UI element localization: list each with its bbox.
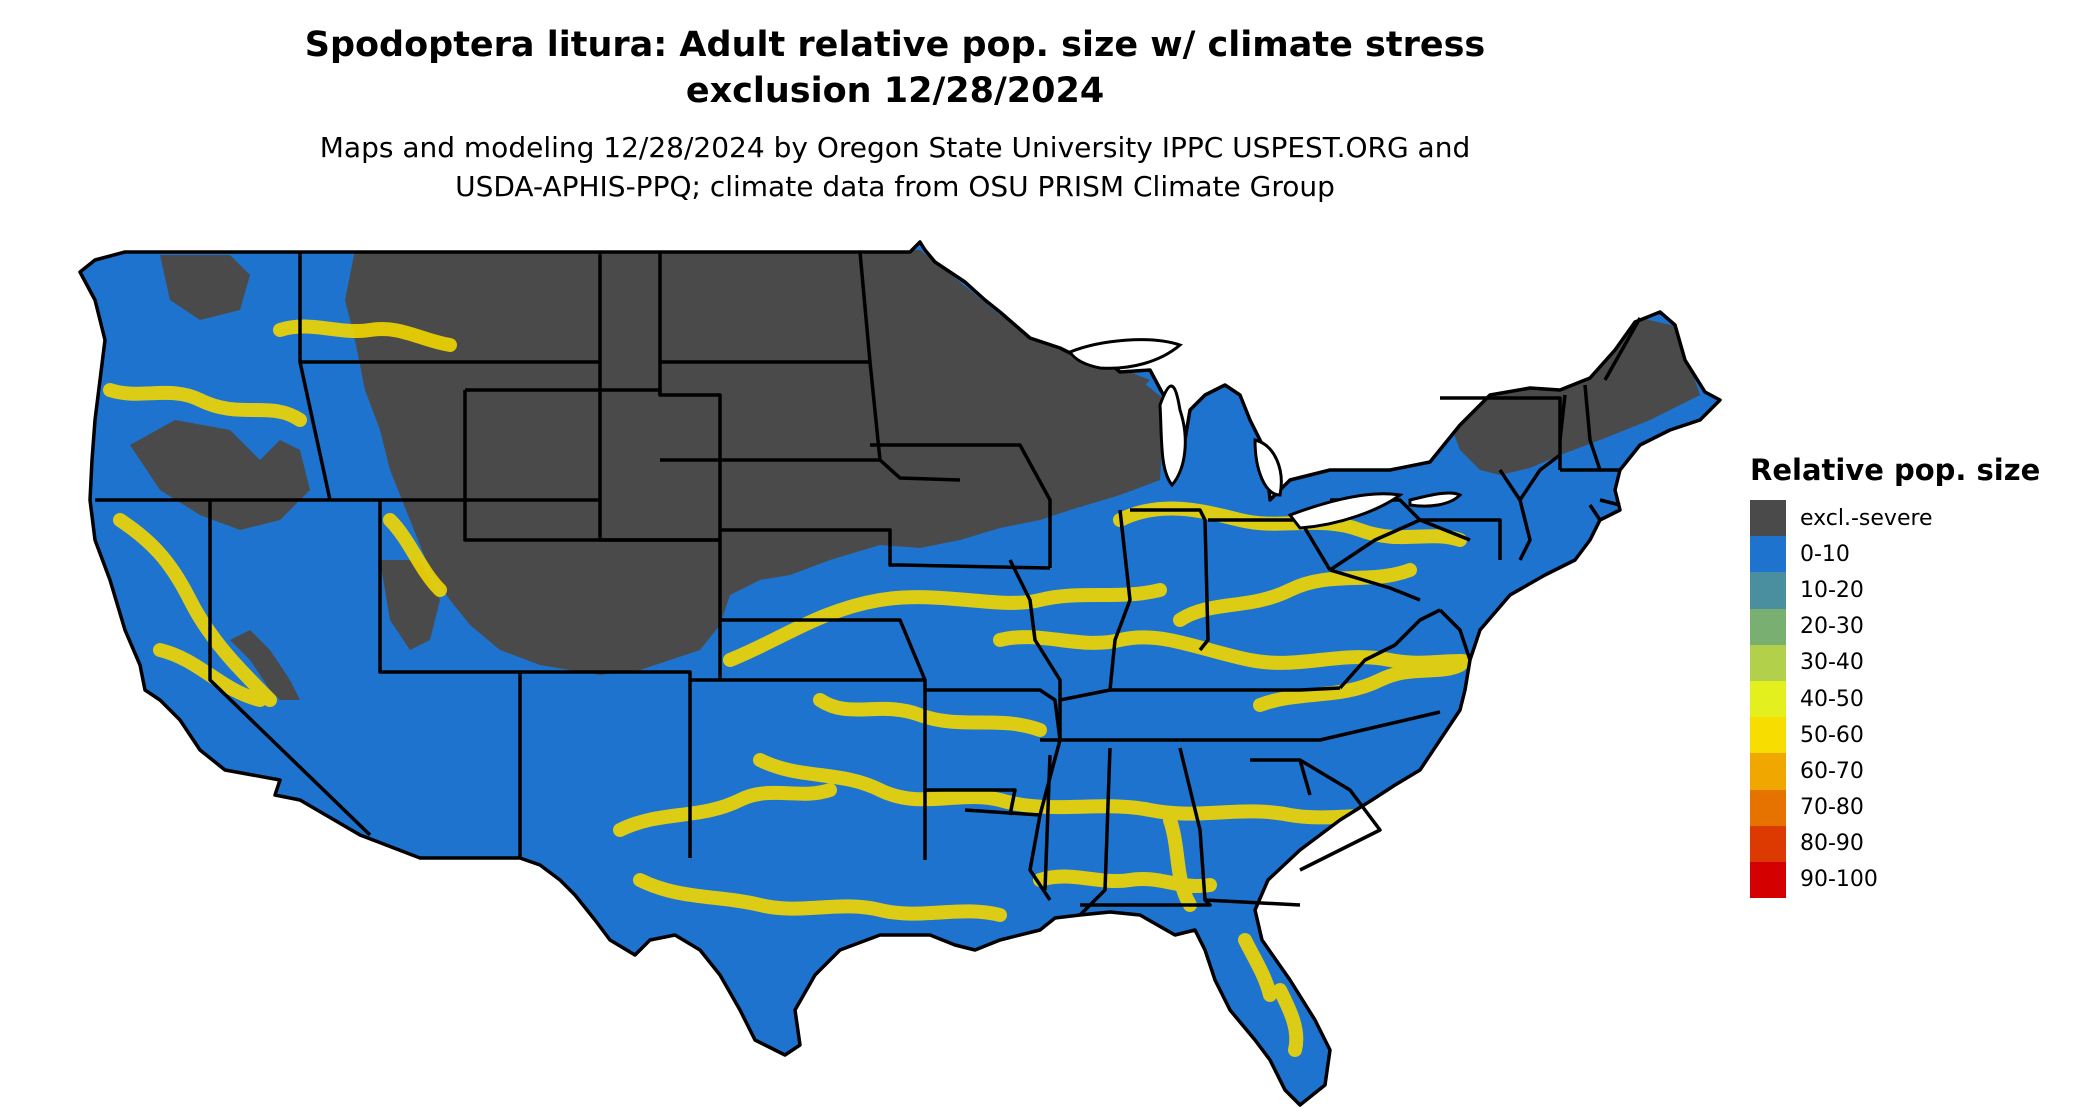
legend-label: 80-90 [1800,831,1864,857]
legend-swatch [1750,644,1786,681]
legend-swatch [1750,608,1786,645]
legend-item: 40-50 [1750,680,2040,718]
map-title: Spodoptera litura: Adult relative pop. s… [0,22,1790,114]
great-lakes [1067,338,1463,530]
subtitle-line-2: USDA-APHIS-PPQ; climate data from OSU PR… [455,170,1335,203]
legend-swatch [1750,753,1786,790]
legend-item: 20-30 [1750,608,2040,645]
title-line-2: exclusion 12/28/2024 [685,71,1105,111]
legend: Relative pop. size excl.-severe 0-10 10-20… [1750,452,2041,899]
legend-swatch [1750,825,1786,862]
legend-label: 0-10 [1800,541,1850,567]
legend-swatch [1750,572,1786,609]
legend-swatch [1750,861,1786,899]
legend-label: 40-50 [1800,686,1864,712]
legend-item: 90-100 [1750,861,2040,899]
legend-rows: excl.-severe 0-10 10-20 20-30 30-40 40-50 50-6… [1750,500,2040,899]
legend-label: 50-60 [1800,722,1864,748]
legend-swatch [1750,500,1786,537]
legend-item: 70-80 [1750,789,2040,826]
legend-item: 50-60 [1750,717,2040,754]
legend-label: excl.-severe [1800,505,1933,531]
exclusion-zones [130,250,1700,700]
legend-item: 80-90 [1750,825,2040,862]
legend-label: 90-100 [1800,867,1878,893]
title-line-1: Spodoptera litura: Adult relative pop. s… [304,25,1486,65]
legend-label: 60-70 [1800,758,1864,784]
legend-item: 30-40 [1750,644,2040,681]
legend-label: 30-40 [1800,650,1864,676]
legend-label: 20-30 [1800,614,1864,640]
legend-label: 10-20 [1800,577,1864,603]
legend-item: 0-10 [1750,536,2040,573]
legend-title: Relative pop. size [1750,453,2041,487]
legend-item: 60-70 [1750,753,2040,790]
map-subtitle: Maps and modeling 12/28/2024 by Oregon S… [0,128,1790,206]
legend-swatch [1750,717,1786,754]
legend-swatch [1750,536,1786,573]
legend-label: 70-80 [1800,795,1864,821]
legend-item: excl.-severe [1750,500,2040,537]
legend-swatch [1750,680,1786,718]
legend-item: 10-20 [1750,572,2040,609]
legend-swatch [1750,789,1786,826]
state-borders [78,240,1722,1107]
subtitle-line-1: Maps and modeling 12/28/2024 by Oregon S… [319,131,1471,164]
